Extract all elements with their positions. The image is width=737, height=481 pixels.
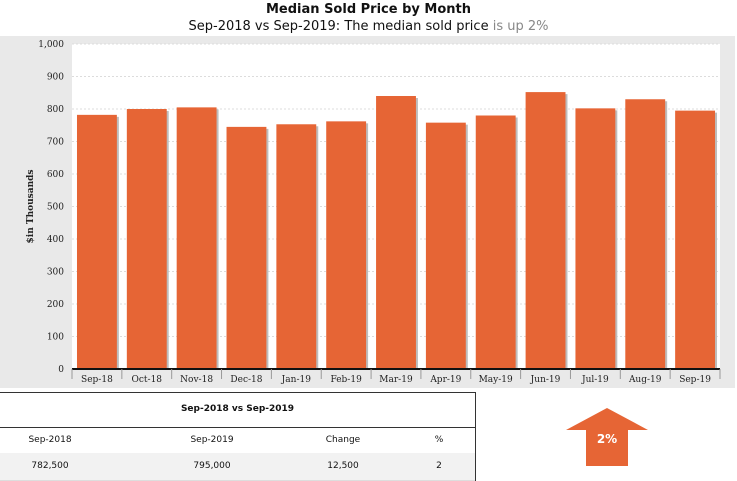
summary-col-change: Change xyxy=(325,435,361,445)
trend-indicator: 2% xyxy=(566,408,648,466)
x-tick-label: Jul-19 xyxy=(581,375,609,385)
bar xyxy=(425,122,466,370)
y-tick-label: 800 xyxy=(47,105,64,115)
y-tick-label: 400 xyxy=(47,235,64,245)
chart-subtitle: Sep-2018 vs Sep-2019: The median sold pr… xyxy=(0,19,737,34)
summary-header-row: Sep-2018 Sep-2019 Change % xyxy=(0,427,475,453)
bar xyxy=(525,92,566,369)
summary-col-start: Sep-2018 xyxy=(28,435,72,445)
y-tick-label: 0 xyxy=(58,365,64,375)
y-tick-label: 500 xyxy=(47,203,64,213)
x-tick-label: Aug-19 xyxy=(628,375,662,385)
x-tick-label: Apr-19 xyxy=(429,375,461,385)
bar xyxy=(675,110,716,369)
chart-title: Median Sold Price by Month xyxy=(266,2,471,17)
x-tick-label: Feb-19 xyxy=(330,375,362,385)
up-arrow-icon xyxy=(566,408,648,466)
summary-val-change: 12,500 xyxy=(327,461,359,471)
bar xyxy=(126,109,167,369)
bar xyxy=(326,121,367,369)
bar xyxy=(376,96,416,369)
summary-divider xyxy=(475,392,476,481)
y-tick-label: 700 xyxy=(47,138,64,148)
y-axis-label: $in Thousands xyxy=(26,170,36,244)
trend-percent-label: 2% xyxy=(596,432,618,446)
bar xyxy=(76,114,117,369)
x-tick-label: Jan-19 xyxy=(281,375,312,385)
x-tick-label: Jun-19 xyxy=(530,375,561,385)
bar-chart: 0 100 200 300 400 500 600 700 800 900 1,000 $in Tho… xyxy=(26,40,721,385)
bar xyxy=(176,107,217,369)
y-tick-label: 1,000 xyxy=(38,40,64,50)
summary-col-end: Sep-2019 xyxy=(190,435,234,445)
bar xyxy=(625,99,666,369)
bar xyxy=(276,124,317,370)
y-tick-label: 200 xyxy=(47,300,64,310)
bar xyxy=(475,115,516,369)
x-tick-label: Sep-18 xyxy=(81,375,113,385)
subtitle-trend: is up 2% xyxy=(492,19,549,34)
x-tick-label: Oct-18 xyxy=(132,375,163,385)
x-tick-label: Nov-18 xyxy=(180,375,213,385)
y-tick-label: 100 xyxy=(47,333,64,343)
summary-val-start: 782,500 xyxy=(31,461,69,471)
y-tick-label: 300 xyxy=(47,268,64,278)
summary-val-end: 795,000 xyxy=(193,461,231,471)
bar xyxy=(575,108,616,369)
summary-table: Sep-2018 vs Sep-2019 Sep-2018 Sep-2019 C… xyxy=(0,392,475,481)
summary-heading: Sep-2018 vs Sep-2019 xyxy=(0,392,475,428)
y-tick-label: 900 xyxy=(47,73,64,83)
x-tick-label: Mar-19 xyxy=(379,375,413,385)
bar xyxy=(226,126,267,369)
y-tick-label: 600 xyxy=(47,170,64,180)
x-tick-label: Dec-18 xyxy=(230,375,262,385)
subtitle-main: Sep-2018 vs Sep-2019: The median sold pr… xyxy=(188,19,489,34)
summary-val-percent: 2 xyxy=(436,461,442,471)
x-tick-label: May-19 xyxy=(479,375,513,385)
x-tick-label: Sep-19 xyxy=(679,375,711,385)
summary-col-percent: % xyxy=(434,435,444,445)
summary-value-row: 782,500 795,000 12,500 2 xyxy=(0,453,475,481)
chart-frame: 0 100 200 300 400 500 600 700 800 900 1,000 $in Tho… xyxy=(0,36,735,388)
